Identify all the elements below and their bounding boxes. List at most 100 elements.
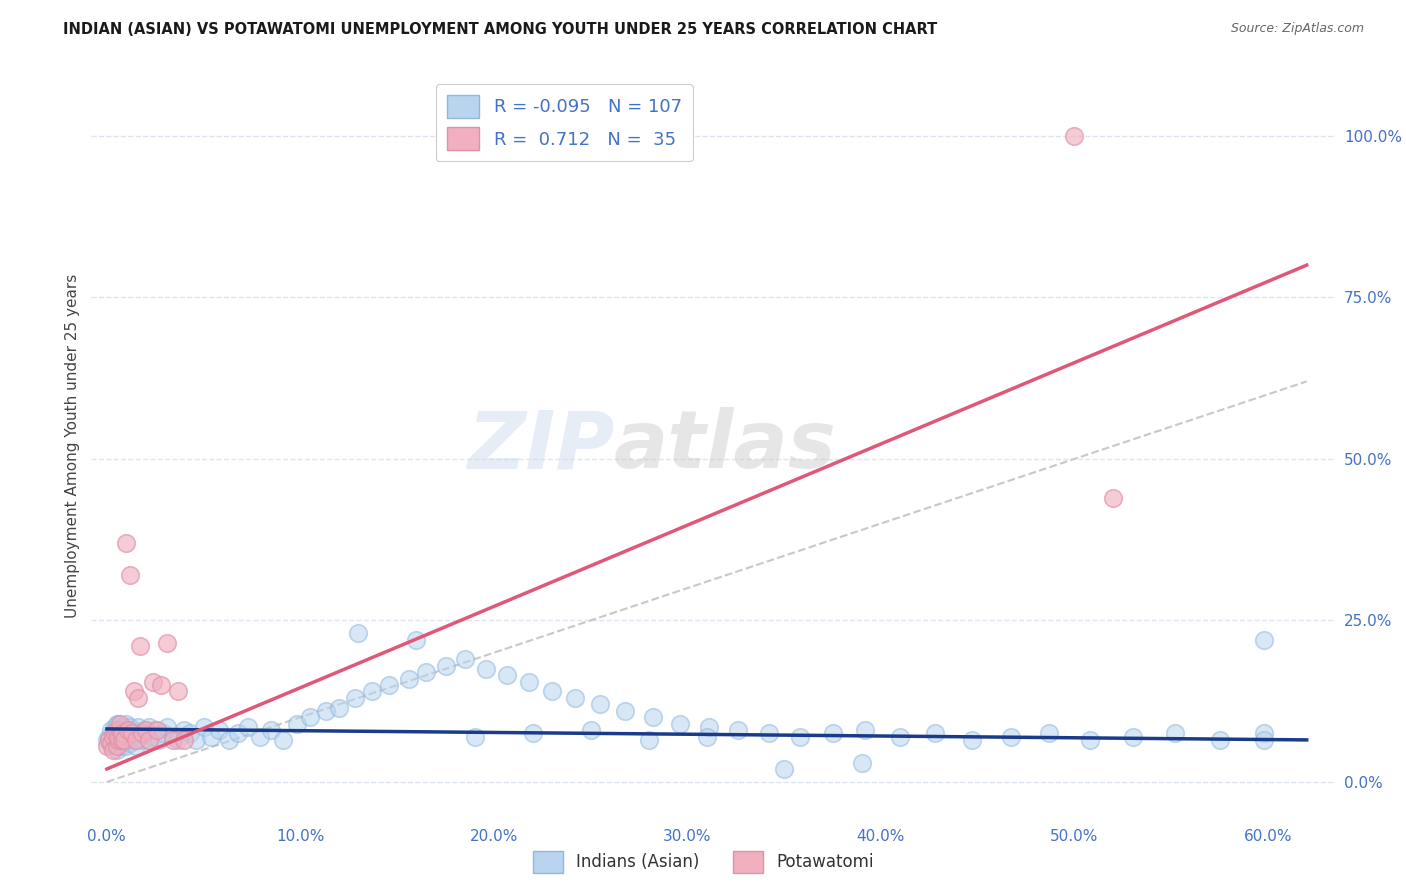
Point bbox=[1102, 491, 1125, 505]
Point bbox=[122, 684, 145, 698]
Point bbox=[162, 732, 184, 747]
Point bbox=[299, 710, 322, 724]
Point bbox=[696, 730, 718, 744]
Point bbox=[115, 739, 138, 754]
Point bbox=[100, 739, 122, 754]
Text: atlas: atlas bbox=[614, 407, 837, 485]
Point bbox=[138, 720, 160, 734]
Point bbox=[101, 742, 124, 756]
Point bbox=[218, 732, 240, 747]
Point bbox=[105, 723, 128, 738]
Point bbox=[117, 723, 139, 738]
Point bbox=[121, 723, 143, 738]
Point bbox=[105, 730, 128, 744]
Point bbox=[135, 723, 157, 738]
Point bbox=[110, 723, 132, 738]
Point bbox=[193, 720, 215, 734]
Point bbox=[1038, 726, 1060, 740]
Point bbox=[111, 720, 134, 734]
Point bbox=[260, 723, 283, 738]
Point bbox=[208, 723, 231, 738]
Point bbox=[347, 626, 370, 640]
Point bbox=[541, 684, 564, 698]
Point bbox=[167, 684, 190, 698]
Point bbox=[150, 678, 173, 692]
Point bbox=[1063, 128, 1085, 143]
Point bbox=[105, 716, 128, 731]
Point bbox=[405, 632, 427, 647]
Point bbox=[1000, 730, 1022, 744]
Point bbox=[249, 730, 271, 744]
Point bbox=[579, 723, 602, 738]
Point bbox=[398, 672, 420, 686]
Point bbox=[464, 730, 486, 744]
Point bbox=[668, 716, 690, 731]
Point bbox=[128, 639, 150, 653]
Point bbox=[727, 723, 749, 738]
Point bbox=[851, 756, 873, 770]
Point bbox=[112, 732, 135, 747]
Point bbox=[200, 730, 222, 744]
Point bbox=[142, 674, 165, 689]
Point bbox=[1253, 726, 1275, 740]
Point bbox=[110, 732, 132, 747]
Point bbox=[1078, 732, 1101, 747]
Point bbox=[924, 726, 946, 740]
Point bbox=[855, 723, 877, 738]
Point bbox=[773, 762, 796, 776]
Point bbox=[152, 726, 174, 740]
Point bbox=[131, 732, 153, 747]
Point bbox=[637, 732, 659, 747]
Point bbox=[156, 720, 179, 734]
Point bbox=[136, 732, 159, 747]
Point bbox=[100, 723, 122, 738]
Point bbox=[112, 732, 135, 747]
Point bbox=[415, 665, 437, 679]
Point bbox=[173, 732, 195, 747]
Point bbox=[125, 739, 148, 754]
Point bbox=[107, 732, 129, 747]
Point bbox=[127, 720, 149, 734]
Point bbox=[122, 732, 145, 747]
Point bbox=[156, 636, 179, 650]
Point bbox=[434, 658, 457, 673]
Point bbox=[111, 726, 134, 740]
Point bbox=[228, 726, 250, 740]
Point bbox=[111, 726, 134, 740]
Y-axis label: Unemployment Among Youth under 25 years: Unemployment Among Youth under 25 years bbox=[65, 274, 80, 618]
Point bbox=[107, 726, 129, 740]
Point bbox=[315, 704, 337, 718]
Point bbox=[132, 723, 155, 738]
Point bbox=[110, 736, 132, 750]
Point bbox=[142, 730, 165, 744]
Point bbox=[821, 726, 844, 740]
Point bbox=[697, 720, 720, 734]
Point bbox=[146, 723, 169, 738]
Text: INDIAN (ASIAN) VS POTAWATOMI UNEMPLOYMENT AMONG YOUTH UNDER 25 YEARS CORRELATION: INDIAN (ASIAN) VS POTAWATOMI UNEMPLOYMEN… bbox=[63, 22, 938, 37]
Point bbox=[1121, 730, 1143, 744]
Point bbox=[121, 730, 143, 744]
Point bbox=[148, 732, 170, 747]
Point bbox=[167, 732, 190, 747]
Point bbox=[111, 732, 134, 747]
Point bbox=[1253, 732, 1275, 747]
Point bbox=[105, 739, 128, 754]
Point bbox=[128, 730, 150, 744]
Point bbox=[789, 730, 811, 744]
Point bbox=[162, 730, 184, 744]
Text: Source: ZipAtlas.com: Source: ZipAtlas.com bbox=[1230, 22, 1364, 36]
Point bbox=[107, 730, 129, 744]
Point bbox=[517, 674, 540, 689]
Point bbox=[143, 723, 166, 738]
Point bbox=[564, 690, 586, 705]
Point bbox=[135, 726, 157, 740]
Legend: R = -0.095   N = 107, R =  0.712   N =  35: R = -0.095 N = 107, R = 0.712 N = 35 bbox=[436, 84, 693, 161]
Point bbox=[131, 726, 153, 740]
Point bbox=[117, 726, 139, 740]
Point bbox=[138, 732, 160, 747]
Point bbox=[112, 730, 135, 744]
Point bbox=[125, 732, 148, 747]
Point bbox=[110, 723, 132, 738]
Point bbox=[343, 690, 366, 705]
Point bbox=[96, 732, 118, 747]
